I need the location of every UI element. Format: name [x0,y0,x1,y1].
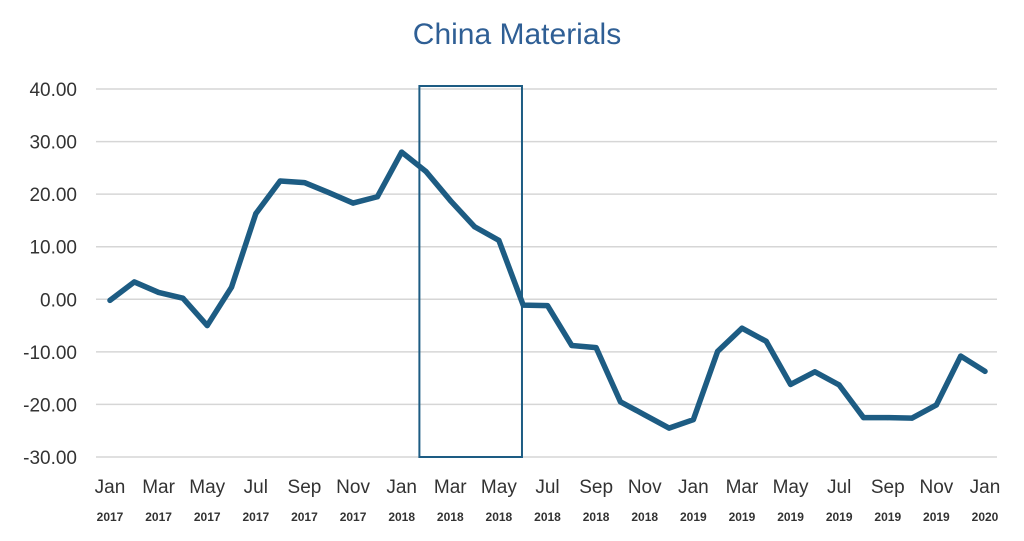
data-point [763,338,769,344]
chart-title: China Materials [412,18,622,51]
x-tick-year-label: 2017 [242,510,269,524]
x-tick-month-label: Jan [678,477,709,498]
data-point [690,417,696,423]
x-tick-month-label: Mar [726,477,759,498]
x-tick-month-label: Mar [434,477,467,498]
x-tick-month-label: Jul [827,477,851,498]
x-tick-year-label: 2020 [972,510,999,524]
data-point [617,399,624,405]
data-point [156,289,162,296]
data-point [447,197,453,204]
x-tick-year-label: 2019 [874,510,901,524]
data-point [204,322,210,329]
data-point [350,200,356,206]
x-tick-month-label: Jul [535,477,559,498]
x-tick-year-label: 2019 [777,510,804,524]
y-axis-ticks: 40.00 30.00 20.00 10.00 0.00 -10.00 -20.00 -30.… [23,80,77,469]
data-point [739,325,745,331]
data-point [569,342,575,349]
data-point [471,224,478,230]
x-tick-year-label: 2019 [826,510,853,524]
highlight-box [418,85,523,458]
gridlines [96,88,997,458]
data-point [787,381,794,388]
x-tick-year-label: 2017 [340,510,367,524]
x-tick-year-label: 2017 [145,510,172,524]
x-tick-year-label: 2017 [194,510,221,524]
data-point [885,414,891,421]
data-point [277,178,283,184]
x-tick-month-label: May [773,477,809,498]
data-point [958,353,964,359]
x-tick-month-label: Jan [386,477,417,498]
data-point [399,149,405,155]
y-tick-label: -20.00 [23,395,77,416]
y-tick-label: -10.00 [23,343,77,364]
data-point [982,368,988,374]
data-point [131,279,137,285]
x-tick-month-label: May [189,477,225,498]
series-layer [107,149,988,431]
highlight-box-layer [418,85,523,458]
y-tick-label: 30.00 [29,133,77,154]
y-tick-label: 0.00 [40,290,77,311]
data-point [666,425,672,431]
x-tick-year-label: 2019 [729,510,756,524]
data-point [326,189,332,196]
x-tick-month-label: Nov [919,477,953,498]
x-tick-month-label: Mar [142,477,175,498]
x-tick-year-label: 2017 [97,510,124,524]
data-point [593,345,599,351]
data-point [253,210,259,217]
data-point [107,297,113,303]
x-tick-month-label: Sep [871,477,905,498]
data-point [909,415,915,421]
x-tick-year-label: 2018 [631,510,658,524]
x-tick-month-label: Nov [336,477,370,498]
x-tick-year-label: 2017 [291,510,318,524]
data-point [860,414,867,421]
x-tick-year-label: 2018 [437,510,464,524]
data-point [836,382,842,388]
y-tick-label: 10.00 [29,238,77,259]
x-tick-year-label: 2018 [534,510,561,524]
data-point [374,194,380,200]
x-tick-year-label: 2018 [388,510,415,524]
x-tick-month-label: May [481,477,517,498]
x-tick-year-label: 2019 [680,510,707,524]
data-point [520,302,526,308]
x-tick-year-label: 2018 [486,510,513,524]
data-point [812,369,818,375]
y-tick-label: -30.00 [23,448,77,469]
x-tick-month-label: Nov [628,477,662,498]
data-point [933,402,939,408]
x-tick-month-label: Sep [288,477,322,498]
x-tick-month-label: Jan [95,477,126,498]
x-axis-ticks: Jan 2017 Mar 2017 May 2017 Jul 2017 Sep 2017 Nov 20… [95,477,1001,524]
data-point [301,179,308,186]
x-tick-year-label: 2019 [923,510,950,524]
y-tick-label: 40.00 [29,80,77,101]
data-point [180,295,186,301]
data-point [715,348,721,354]
x-tick-month-label: Jul [244,477,268,498]
data-point [642,412,648,418]
data-point [423,168,429,175]
y-tick-label: 20.00 [29,185,77,206]
x-tick-month-label: Jan [970,477,1001,498]
data-point [496,237,502,244]
data-point [544,302,551,309]
x-tick-year-label: 2018 [583,510,610,524]
x-tick-month-label: Sep [579,477,613,498]
data-point [228,284,235,290]
